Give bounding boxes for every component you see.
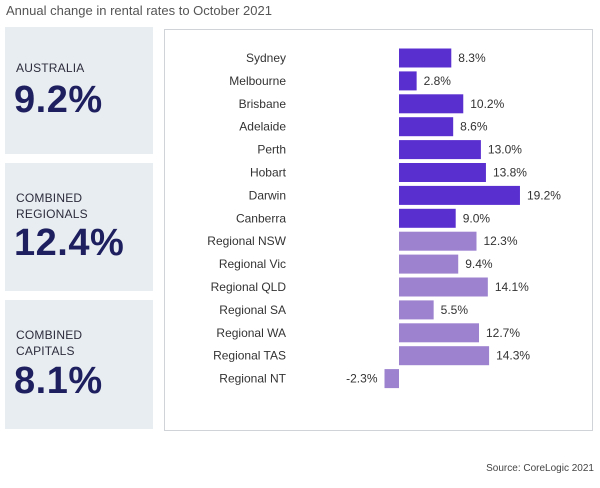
bar-brisbane <box>399 94 464 114</box>
category-label: Brisbane <box>239 97 287 111</box>
stat-label: COMBINED CAPITALS <box>16 327 82 359</box>
value-label: 13.8% <box>493 166 527 180</box>
bar-regional-nsw <box>399 231 477 251</box>
stat-card-combined-capitals: COMBINED CAPITALS 8.1% <box>5 300 153 429</box>
stat-value: 9.2% <box>14 79 103 121</box>
value-label: 8.6% <box>460 120 488 134</box>
value-label: 8.3% <box>458 51 486 65</box>
category-label: Regional NSW <box>207 234 286 248</box>
bar-perth <box>399 140 481 160</box>
category-label: Regional TAS <box>213 349 286 363</box>
category-label: Perth <box>257 143 286 157</box>
stat-label: COMBINED REGIONALS <box>16 190 88 222</box>
category-label: Adelaide <box>239 120 286 134</box>
bar-regional-wa <box>399 323 480 343</box>
bar-darwin <box>399 185 520 205</box>
value-label: 9.0% <box>463 211 491 225</box>
chart-title: Annual change in rental rates to October… <box>6 3 272 18</box>
value-label: 10.2% <box>470 97 504 111</box>
value-label: 14.1% <box>495 280 529 294</box>
source-note: Source: CoreLogic 2021 <box>486 463 594 474</box>
bar-regional-sa <box>399 300 434 320</box>
category-label: Darwin <box>249 188 286 202</box>
value-label: 19.2% <box>527 188 561 202</box>
category-label: Regional WA <box>216 326 286 340</box>
category-label: Hobart <box>250 166 287 180</box>
value-label: -2.3% <box>346 372 378 386</box>
bar-chart: Sydney 8.3% Melbourne 2.8% Brisbane 10.2% Adel… <box>207 48 561 389</box>
stat-card-combined-regionals: COMBINED REGIONALS 12.4% <box>5 163 153 291</box>
stat-label-line: AUSTRALIA <box>16 61 85 75</box>
stat-value: 8.1% <box>14 360 103 402</box>
category-label: Regional QLD <box>211 280 287 294</box>
value-label: 14.3% <box>496 349 530 363</box>
value-label: 12.3% <box>483 234 517 248</box>
stat-label: AUSTRALIA <box>16 60 85 76</box>
bar-adelaide <box>399 117 454 137</box>
bar-canberra <box>399 208 456 228</box>
stat-value: 12.4% <box>14 222 125 264</box>
value-label: 2.8% <box>424 74 452 88</box>
value-label: 12.7% <box>486 326 520 340</box>
value-label: 9.4% <box>465 257 493 271</box>
category-label: Canberra <box>236 211 286 225</box>
value-label: 5.5% <box>441 303 469 317</box>
bar-melbourne <box>399 71 417 91</box>
category-label: Sydney <box>246 51 286 65</box>
stat-label-line: COMBINED <box>16 191 83 205</box>
category-label: Regional SA <box>219 303 286 317</box>
category-label: Melbourne <box>229 74 286 88</box>
bar-regional-vic <box>399 254 459 274</box>
bar-regional-qld <box>399 277 488 297</box>
stat-label-line: CAPITALS <box>16 344 75 358</box>
bar-sydney <box>399 48 452 68</box>
bar-regional-nt <box>384 369 399 389</box>
stat-label-line: REGIONALS <box>16 207 88 221</box>
category-label: Regional Vic <box>219 257 286 271</box>
bar-regional-tas <box>399 346 490 366</box>
stat-card-australia: AUSTRALIA 9.2% <box>5 27 153 154</box>
value-label: 13.0% <box>488 143 522 157</box>
category-label: Regional NT <box>219 372 286 386</box>
chart-panel: Sydney 8.3% Melbourne 2.8% Brisbane 10.2% Adel… <box>164 29 593 431</box>
stat-label-line: COMBINED <box>16 328 83 342</box>
bar-hobart <box>399 163 486 182</box>
